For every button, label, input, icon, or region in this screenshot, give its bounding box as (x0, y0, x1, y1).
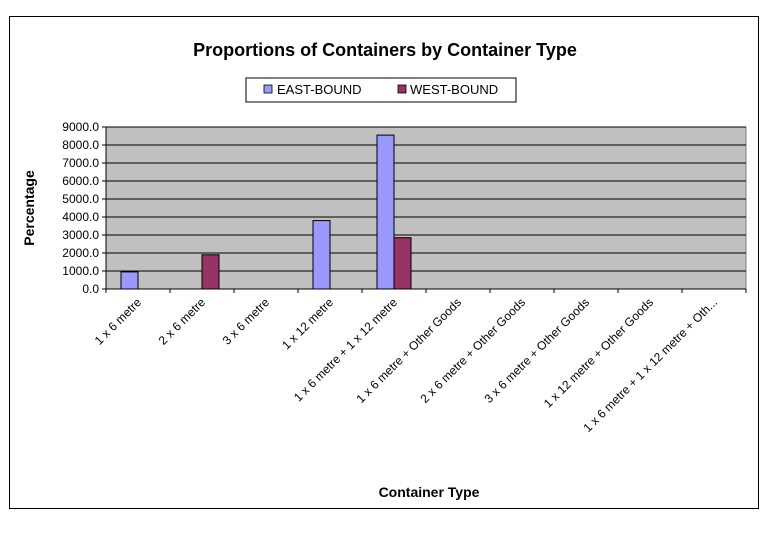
x-tick-label: 1 x 6 metre + 1 x 12 metre (291, 295, 400, 404)
x-tick-label: 1 x 12 metre (279, 295, 336, 352)
bar-chart: Proportions of Containers by Container T… (21, 40, 747, 500)
y-tick-label: 6000.0 (62, 174, 99, 188)
chart-frame: Proportions of Containers by Container T… (9, 16, 759, 509)
y-tick-label: 4000.0 (62, 210, 99, 224)
gridlines (102, 126, 746, 290)
y-tick-label: 5000.0 (62, 192, 99, 206)
bar-east-bound-3 (312, 220, 331, 290)
y-axis-title: Percentage (21, 170, 37, 246)
legend-swatch-west-bound (397, 84, 407, 94)
y-tick-label: 0.0 (82, 282, 99, 296)
chart-title: Proportions of Containers by Container T… (193, 40, 577, 60)
x-tick-labels: 1 x 6 metre 2 x 6 metre 3 x 6 metre 1 x 12 … (92, 295, 720, 435)
legend-label-west-bound: WEST-BOUND (410, 82, 498, 97)
y-tick-label: 3000.0 (62, 228, 99, 242)
y-tick-label: 2000.0 (62, 246, 99, 260)
y-tick-label: 8000.0 (62, 138, 99, 152)
legend: EAST-BOUND WEST-BOUND (245, 77, 517, 103)
x-tick-label: 1 x 6 metre + 1 x 12 metre + Oth... (581, 295, 721, 435)
bar-west-bound-4 (393, 237, 412, 290)
y-tick-label: 7000.0 (62, 156, 99, 170)
x-tick-label: 1 x 12 metre + Other Goods (541, 295, 656, 410)
bar-west-bound-1 (201, 254, 220, 290)
legend-swatch-east-bound (263, 84, 273, 94)
x-tick-label: 2 x 6 metre + Other Goods (418, 295, 529, 406)
y-tick-label: 9000.0 (62, 120, 99, 134)
bar-east-bound-0 (120, 271, 139, 290)
y-tick-labels: 0.0 1000.0 2000.0 3000.0 4000.0 5000.0 6000.0 7… (62, 120, 99, 296)
legend-box (245, 77, 517, 103)
bars (120, 134, 412, 290)
axes (105, 127, 747, 293)
x-tick-label: 1 x 6 metre (92, 295, 145, 348)
x-tick-label: 3 x 6 metre (220, 295, 273, 348)
x-axis-title: Container Type (379, 484, 480, 500)
x-tick-label: 3 x 6 metre + Other Goods (482, 295, 593, 406)
x-tick-label: 1 x 6 metre + Other Goods (354, 295, 465, 406)
legend-label-east-bound: EAST-BOUND (277, 82, 362, 97)
x-tick-label: 2 x 6 metre (156, 295, 209, 348)
y-tick-label: 1000.0 (62, 264, 99, 278)
bar-east-bound-4 (376, 134, 395, 290)
